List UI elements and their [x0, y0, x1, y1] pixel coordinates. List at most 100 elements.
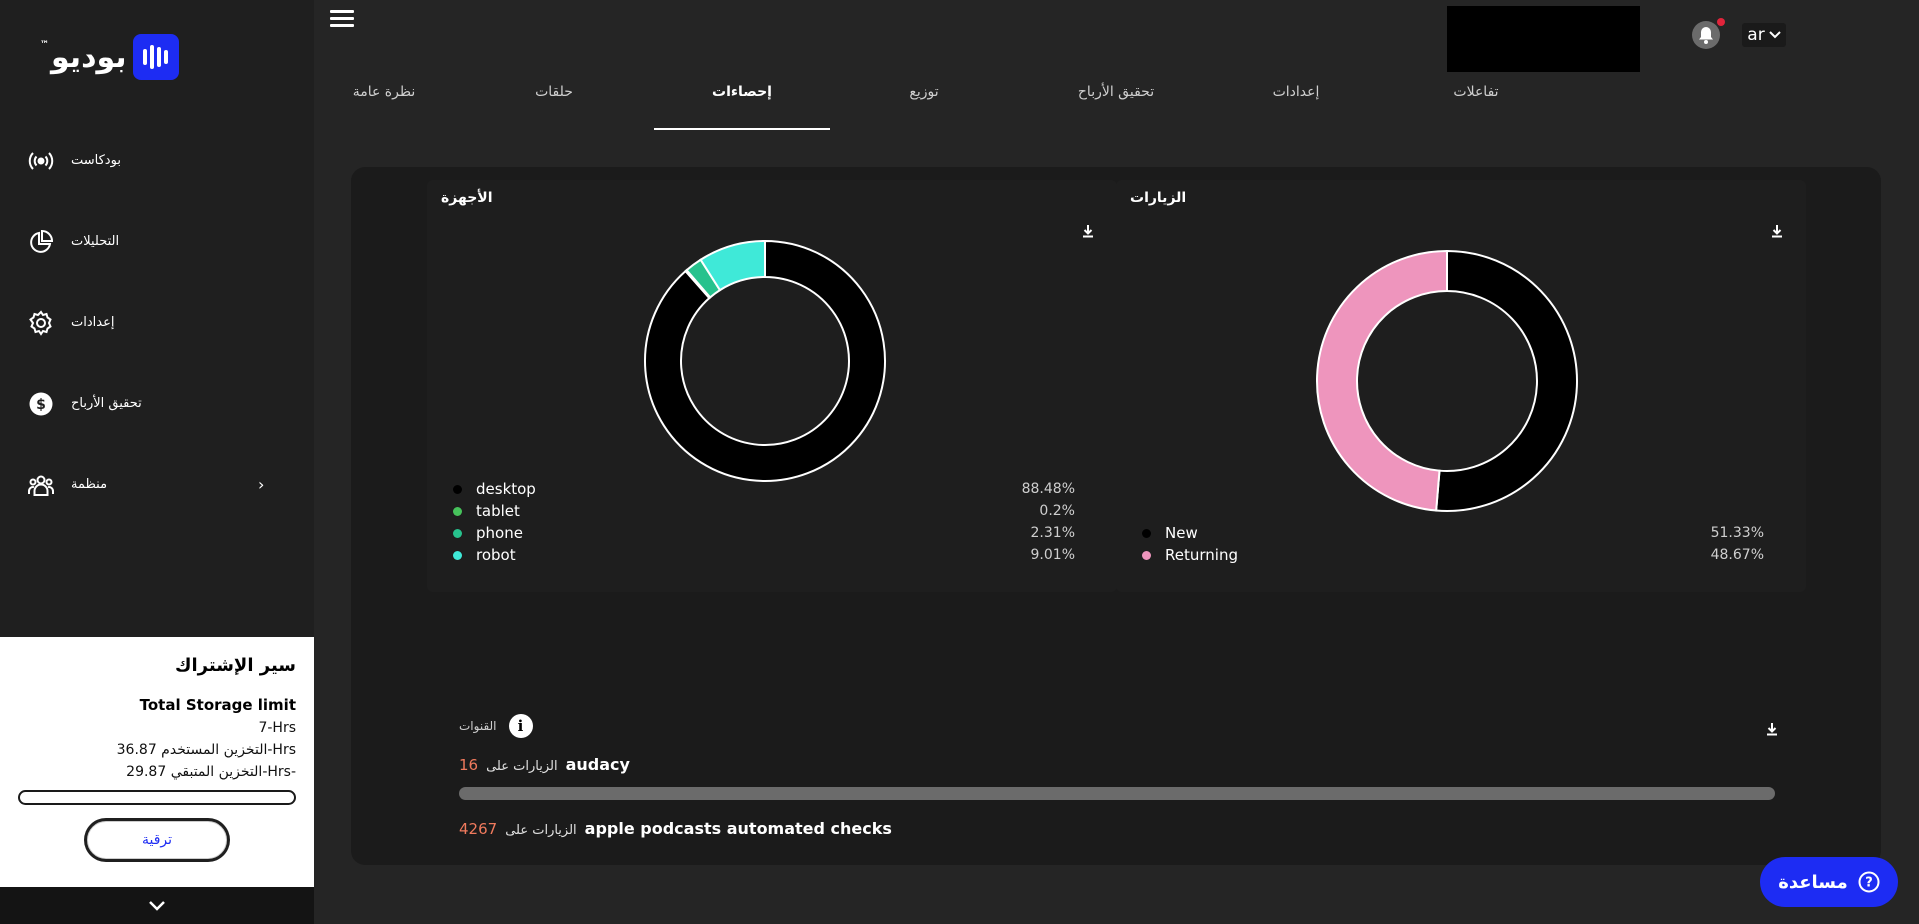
storage-progress-bar: [18, 790, 296, 805]
legend-value: 48.67%: [1711, 547, 1764, 563]
channel-name: audacy: [566, 755, 630, 774]
legend-label: Returning: [1165, 546, 1238, 564]
download-icon[interactable]: [1766, 722, 1778, 736]
brand-name-text: بوديو: [51, 40, 127, 75]
legend-item: phone 2.31%: [453, 522, 1075, 544]
storage-limit-value: 7-Hrs: [18, 720, 296, 736]
chevron-right-icon[interactable]: ›: [258, 475, 264, 494]
channel-count: 4267: [459, 820, 497, 838]
storage-limit-label: Total Storage limit: [18, 696, 296, 714]
svg-text:$: $: [36, 397, 46, 413]
legend-label: desktop: [476, 480, 536, 498]
visits-legend: New 51.33% Returning 48.67%: [1142, 522, 1764, 566]
sidebar-item-podcast[interactable]: بودكاست: [0, 120, 314, 201]
logo-mark-icon: [133, 34, 179, 80]
chevron-down-icon: [1769, 31, 1781, 39]
info-icon[interactable]: i: [509, 714, 533, 738]
sidebar-item-organization[interactable]: منظمة ›: [0, 444, 314, 525]
legend-label: tablet: [476, 502, 520, 520]
devices-legend: desktop 88.48% tablet 0.2% phone 2.31% r…: [453, 478, 1075, 566]
storage-used: التخزين المستخدم 36.87-Hrs: [18, 742, 296, 758]
language-value: ar: [1747, 25, 1764, 45]
tab-statistics[interactable]: إحصاءات: [654, 84, 830, 130]
sidebar-item-settings[interactable]: إعدادات: [0, 282, 314, 363]
sidebar: ™بوديو بودكاست التحليلات إعدادات: [0, 0, 314, 924]
tab-bar: تفاعلات إعدادات تحقيق الأرباح توزيع إحصا…: [344, 84, 1554, 130]
legend-swatch: [1142, 551, 1151, 560]
sidebar-nav: بودكاست التحليلات إعدادات $ تحقيق الأربا…: [0, 120, 314, 525]
channel-visits-label: الزيارات على: [505, 823, 576, 838]
help-label: مساعدة: [1778, 872, 1848, 893]
storage-remaining: التخزين المتبقي 29.87-Hrs-: [18, 764, 296, 780]
subscription-panel: سير الإشتراك Total Storage limit 7-Hrs ا…: [0, 637, 314, 887]
legend-swatch: [453, 551, 462, 560]
sidebar-item-label: تحقيق الأرباح: [71, 396, 142, 411]
help-button[interactable]: مساعدة ?: [1760, 857, 1898, 907]
legend-item: Returning 48.67%: [1142, 544, 1764, 566]
sidebar-item-label: منظمة: [71, 477, 107, 492]
brand-logo[interactable]: ™بوديو: [40, 34, 179, 80]
gear-icon: [28, 310, 54, 336]
download-icon[interactable]: [1771, 224, 1783, 238]
legend-item: robot 9.01%: [453, 544, 1075, 566]
notification-badge: [1717, 18, 1725, 26]
svg-text:?: ?: [1865, 876, 1873, 891]
devices-panel: الأجهزة desktop 88.48% tablet 0.2% phone…: [427, 180, 1117, 592]
devices-donut-chart: [643, 239, 887, 483]
sidebar-item-monetization[interactable]: $ تحقيق الأرباح: [0, 363, 314, 444]
legend-value: 88.48%: [1022, 481, 1075, 497]
visits-donut-chart: [1315, 249, 1579, 513]
channel-name: apple podcasts automated checks: [585, 819, 892, 838]
team-icon: [28, 472, 54, 498]
legend-swatch: [453, 529, 462, 538]
main-area: ar تفاعلات إعدادات تحقيق الأرباح توزيع إ…: [314, 0, 1919, 924]
legend-value: 2.31%: [1031, 525, 1075, 541]
donut-slice-returning[interactable]: [1317, 251, 1447, 511]
tab-interactions[interactable]: تفاعلات: [1416, 84, 1536, 130]
channel-progress-bar: [459, 787, 1775, 800]
channel-visits-label: الزيارات على: [486, 759, 557, 774]
upgrade-button[interactable]: ترقية: [87, 821, 227, 859]
tab-distribution[interactable]: توزيع: [864, 84, 984, 130]
channel-count: 16: [459, 756, 478, 774]
download-icon[interactable]: [1082, 224, 1094, 238]
brand-name: ™بوديو: [40, 40, 127, 75]
legend-label: New: [1165, 524, 1198, 542]
visits-title: الزيارات: [1130, 190, 1186, 206]
donut-slice-new[interactable]: [1436, 251, 1577, 511]
stats-card: الأجهزة desktop 88.48% tablet 0.2% phone…: [351, 167, 1881, 865]
devices-title: الأجهزة: [441, 190, 493, 206]
legend-swatch: [1142, 529, 1151, 538]
legend-swatch: [453, 507, 462, 516]
legend-value: 9.01%: [1031, 547, 1075, 563]
legend-label: phone: [476, 524, 523, 542]
sidebar-item-label: التحليلات: [71, 234, 119, 249]
sidebar-item-analytics[interactable]: التحليلات: [0, 201, 314, 282]
help-icon: ?: [1858, 871, 1880, 893]
legend-item: tablet 0.2%: [453, 500, 1075, 522]
tab-episodes[interactable]: حلقات: [494, 84, 614, 130]
sidebar-item-label: بودكاست: [71, 153, 121, 168]
legend-value: 0.2%: [1039, 503, 1075, 519]
legend-label: robot: [476, 546, 516, 564]
sidebar-collapse-toggle[interactable]: [0, 887, 314, 924]
tab-monetization[interactable]: تحقيق الأرباح: [1036, 84, 1196, 130]
header-banner: [1447, 6, 1640, 72]
legend-item: New 51.33%: [1142, 522, 1764, 544]
notification-bell-icon[interactable]: [1692, 21, 1720, 49]
legend-item: desktop 88.48%: [453, 478, 1075, 500]
menu-icon[interactable]: [330, 10, 354, 28]
channel-row: 16 الزيارات على audacy: [459, 755, 630, 774]
legend-value: 51.33%: [1711, 525, 1764, 541]
dollar-icon: $: [28, 391, 54, 417]
channels-title: القنوات: [459, 719, 497, 733]
tab-settings[interactable]: إعدادات: [1236, 84, 1356, 130]
visits-panel: الزيارات New 51.33% Returning 48.67%: [1116, 180, 1806, 592]
sidebar-item-label: إعدادات: [71, 315, 114, 330]
channel-row: 4267 الزيارات على apple podcasts automat…: [459, 819, 892, 838]
tab-overview[interactable]: نظرة عامة: [324, 84, 444, 130]
legend-swatch: [453, 485, 462, 494]
language-select[interactable]: ar: [1742, 23, 1786, 47]
chevron-down-icon: [148, 900, 166, 912]
brand-tm: ™: [40, 40, 49, 50]
